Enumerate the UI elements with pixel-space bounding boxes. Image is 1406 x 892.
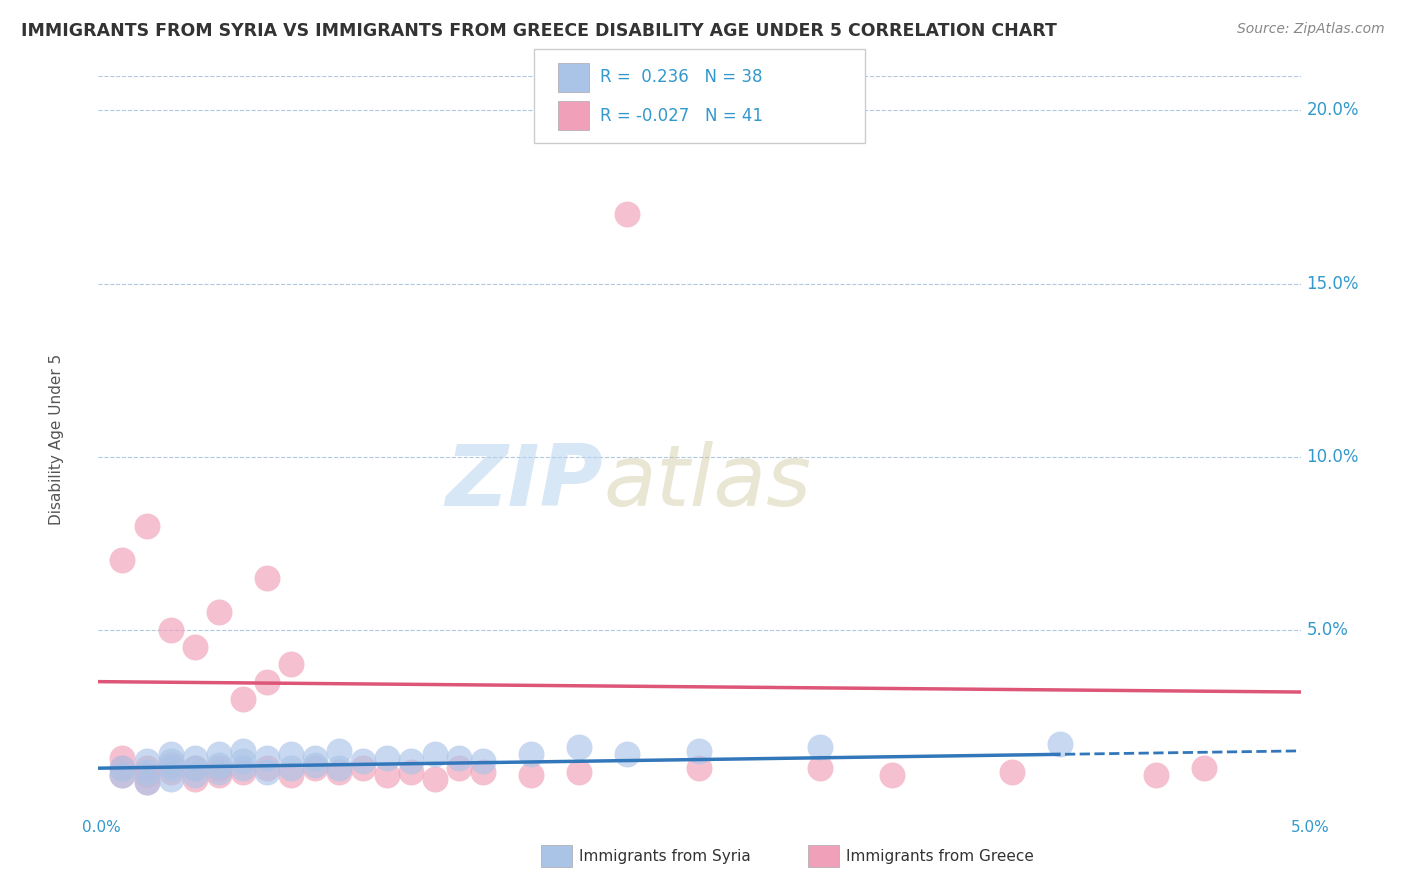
- Point: [568, 740, 591, 755]
- Point: [183, 761, 205, 775]
- Point: [568, 764, 591, 779]
- Point: [135, 775, 157, 789]
- Point: [1049, 737, 1071, 751]
- Point: [1144, 768, 1167, 782]
- Text: R = -0.027   N = 41: R = -0.027 N = 41: [600, 106, 763, 125]
- Text: Immigrants from Syria: Immigrants from Syria: [579, 849, 751, 863]
- Point: [135, 768, 157, 782]
- Point: [280, 761, 302, 775]
- Text: 0.0%: 0.0%: [82, 821, 121, 835]
- Point: [688, 761, 710, 775]
- Text: 5.0%: 5.0%: [1291, 821, 1330, 835]
- Point: [256, 764, 278, 779]
- Point: [447, 761, 470, 775]
- Text: R =  0.236   N = 38: R = 0.236 N = 38: [600, 69, 763, 87]
- Point: [159, 764, 181, 779]
- Point: [280, 657, 302, 672]
- Point: [616, 207, 638, 221]
- Point: [135, 764, 157, 779]
- Point: [208, 606, 231, 620]
- Point: [304, 757, 326, 772]
- Point: [232, 754, 254, 768]
- Point: [232, 692, 254, 706]
- Point: [183, 772, 205, 786]
- Point: [208, 761, 231, 775]
- Point: [208, 757, 231, 772]
- Point: [328, 764, 350, 779]
- Point: [1194, 761, 1216, 775]
- Point: [399, 764, 422, 779]
- Point: [159, 747, 181, 762]
- Point: [520, 747, 543, 762]
- Point: [111, 768, 134, 782]
- Point: [159, 772, 181, 786]
- Point: [208, 747, 231, 762]
- Point: [208, 764, 231, 779]
- Text: 15.0%: 15.0%: [1306, 275, 1360, 293]
- Point: [375, 768, 398, 782]
- Text: IMMIGRANTS FROM SYRIA VS IMMIGRANTS FROM GREECE DISABILITY AGE UNDER 5 CORRELATI: IMMIGRANTS FROM SYRIA VS IMMIGRANTS FROM…: [21, 22, 1057, 40]
- Point: [135, 519, 157, 533]
- Point: [352, 754, 374, 768]
- Point: [616, 747, 638, 762]
- Point: [183, 751, 205, 765]
- Point: [159, 754, 181, 768]
- Point: [256, 761, 278, 775]
- Point: [256, 751, 278, 765]
- Point: [280, 768, 302, 782]
- Point: [328, 744, 350, 758]
- Point: [183, 761, 205, 775]
- Point: [375, 751, 398, 765]
- Text: Source: ZipAtlas.com: Source: ZipAtlas.com: [1237, 22, 1385, 37]
- Point: [111, 761, 134, 775]
- Point: [423, 747, 446, 762]
- Point: [183, 768, 205, 782]
- Point: [159, 623, 181, 637]
- Point: [304, 751, 326, 765]
- Point: [352, 761, 374, 775]
- Point: [135, 754, 157, 768]
- Point: [232, 764, 254, 779]
- Point: [159, 757, 181, 772]
- Point: [280, 747, 302, 762]
- Point: [159, 761, 181, 775]
- Point: [232, 761, 254, 775]
- Point: [423, 772, 446, 786]
- Point: [328, 761, 350, 775]
- Point: [304, 761, 326, 775]
- Point: [1001, 764, 1024, 779]
- Point: [520, 768, 543, 782]
- Point: [447, 751, 470, 765]
- Point: [208, 768, 231, 782]
- Point: [256, 674, 278, 689]
- Point: [135, 775, 157, 789]
- Text: 20.0%: 20.0%: [1306, 102, 1360, 120]
- Point: [183, 640, 205, 654]
- Point: [111, 553, 134, 567]
- Text: atlas: atlas: [603, 442, 811, 524]
- Point: [256, 571, 278, 585]
- Point: [688, 744, 710, 758]
- Point: [135, 761, 157, 775]
- Text: ZIP: ZIP: [446, 442, 603, 524]
- Point: [808, 761, 831, 775]
- Point: [232, 744, 254, 758]
- Point: [111, 761, 134, 775]
- Point: [472, 754, 495, 768]
- Point: [111, 751, 134, 765]
- Text: Immigrants from Greece: Immigrants from Greece: [846, 849, 1035, 863]
- Point: [808, 740, 831, 755]
- Text: 10.0%: 10.0%: [1306, 448, 1360, 466]
- Point: [399, 754, 422, 768]
- Point: [472, 764, 495, 779]
- Text: 5.0%: 5.0%: [1306, 621, 1348, 639]
- Point: [880, 768, 903, 782]
- Point: [111, 768, 134, 782]
- Text: Disability Age Under 5: Disability Age Under 5: [49, 354, 63, 524]
